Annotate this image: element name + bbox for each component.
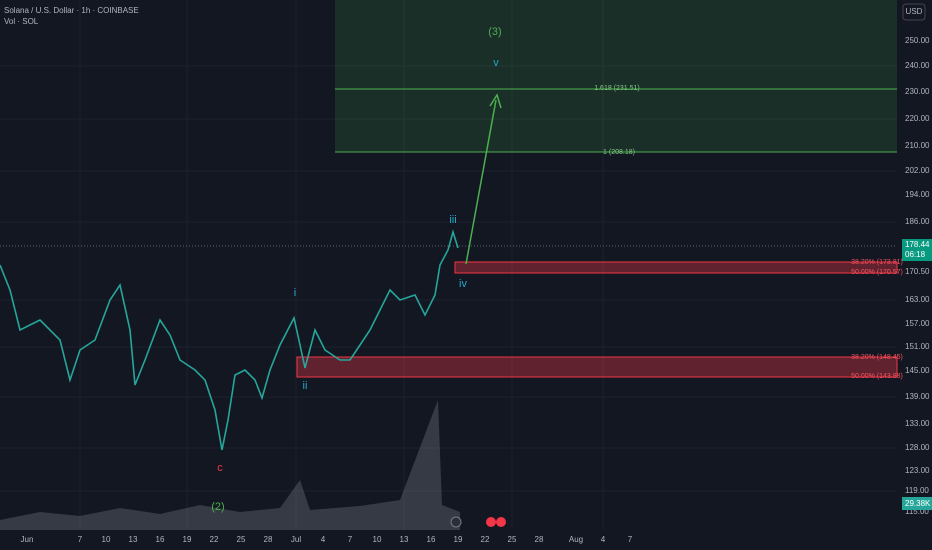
wave-label: i (294, 287, 296, 299)
volume-tag: 29.38K (905, 499, 931, 508)
last-price: 178.44 (905, 240, 930, 249)
price-label: 145.00 (905, 366, 930, 375)
wave-label: (2) (211, 501, 224, 513)
fib-label: 38.20% (173.81) (851, 259, 903, 266)
price-axis: 250.00 240.00 230.00 220.00 210.00 202.0… (905, 36, 930, 516)
fib-label: 1.618 (231.51) (594, 85, 640, 92)
date-label: 25 (237, 535, 246, 544)
date-label: Aug (569, 535, 583, 544)
date-label: 4 (601, 535, 606, 544)
price-label: 170.50 (905, 267, 930, 276)
price-label: 133.00 (905, 419, 930, 428)
date-label: 25 (508, 535, 517, 544)
date-label: 10 (373, 535, 382, 544)
volume-tag-bg (902, 497, 932, 510)
date-label: 19 (454, 535, 463, 544)
fib-label: 50.00% (170.57) (851, 269, 903, 276)
event-icon[interactable] (450, 516, 462, 528)
wave-label: iv (459, 278, 467, 290)
price-label: 202.00 (905, 166, 930, 175)
date-label: 4 (321, 535, 326, 544)
event-icon[interactable] (496, 517, 506, 527)
price-label: 230.00 (905, 87, 930, 96)
price-label: 250.00 (905, 36, 930, 45)
wave-label: v (493, 57, 499, 69)
date-label: 28 (535, 535, 544, 544)
price-label: 220.00 (905, 114, 930, 123)
target-zone (335, 0, 897, 152)
wave-label: iii (449, 214, 456, 226)
countdown: 06:18 (905, 250, 926, 259)
currency[interactable]: USD (906, 7, 923, 16)
price-label: 210.00 (905, 141, 930, 150)
grid (0, 0, 897, 530)
date-label: 16 (156, 535, 165, 544)
date-label: Jul (291, 535, 301, 544)
price-label: 186.00 (905, 217, 930, 226)
date-label: 28 (264, 535, 273, 544)
date-label: Jun (21, 535, 34, 544)
fib-label: 50.00% (143.88) (851, 373, 903, 380)
last-price-tag (902, 239, 932, 261)
symbol: Solana / U.S. Dollar · 1h · COINBASE (4, 6, 139, 15)
price-path (0, 229, 459, 451)
date-label: 22 (210, 535, 219, 544)
price-label: 240.00 (905, 61, 930, 70)
date-label: 13 (129, 535, 138, 544)
price-label: 157.00 (905, 319, 930, 328)
date-label: 10 (102, 535, 111, 544)
wave-label: c (217, 462, 223, 474)
wave-label: (3) (488, 26, 501, 38)
retrace-zone (296, 356, 898, 378)
price-label: 115.00 (905, 507, 929, 516)
price-label: 119.00 (905, 486, 929, 495)
fib-label: 38.20% (148.45) (851, 354, 903, 361)
retrace-zone (454, 261, 898, 274)
date-label: 19 (183, 535, 192, 544)
price-label: 163.00 (905, 295, 930, 304)
volume (0, 400, 460, 530)
date-label: 16 (427, 535, 436, 544)
date-label: 7 (78, 535, 83, 544)
volume-label: Vol · SOL (4, 17, 39, 26)
date-label: 7 (348, 535, 353, 544)
price-label: 139.00 (905, 392, 930, 401)
wave-label: ii (303, 380, 308, 392)
projection-arrow (465, 99, 497, 265)
price-label: 123.00 (905, 466, 930, 475)
event-icon[interactable] (486, 517, 496, 527)
date-axis: Jun 7 10 13 16 19 22 25 28 Jul 4 7 10 13… (21, 535, 633, 544)
price-label: 151.00 (905, 342, 930, 351)
date-label: 7 (628, 535, 633, 544)
price-label: 194.00 (905, 190, 930, 199)
price-label: 128.00 (905, 443, 930, 452)
date-label: 22 (481, 535, 490, 544)
currency-box[interactable] (902, 3, 926, 21)
fib-label: 1 (208.18) (603, 149, 635, 156)
arrow-head (489, 93, 502, 109)
date-label: 13 (400, 535, 409, 544)
